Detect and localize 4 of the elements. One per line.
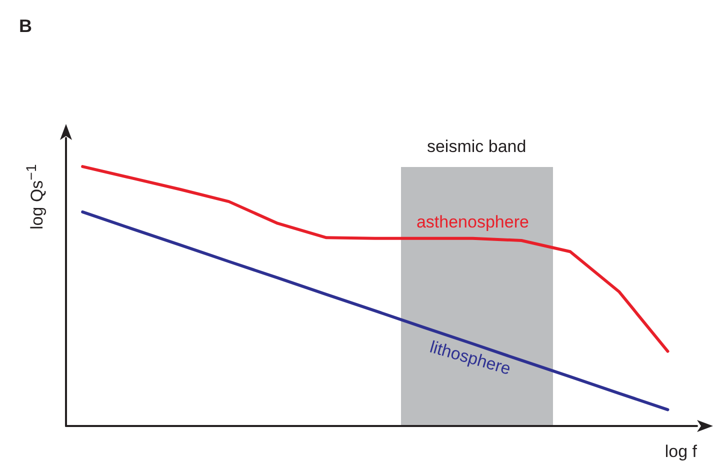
text: seismic band	[426, 136, 528, 157]
chart-title: B	[19, 16, 32, 36]
series-label: asthenosphere	[416, 212, 529, 232]
x-axis-title: log f	[664, 442, 697, 462]
